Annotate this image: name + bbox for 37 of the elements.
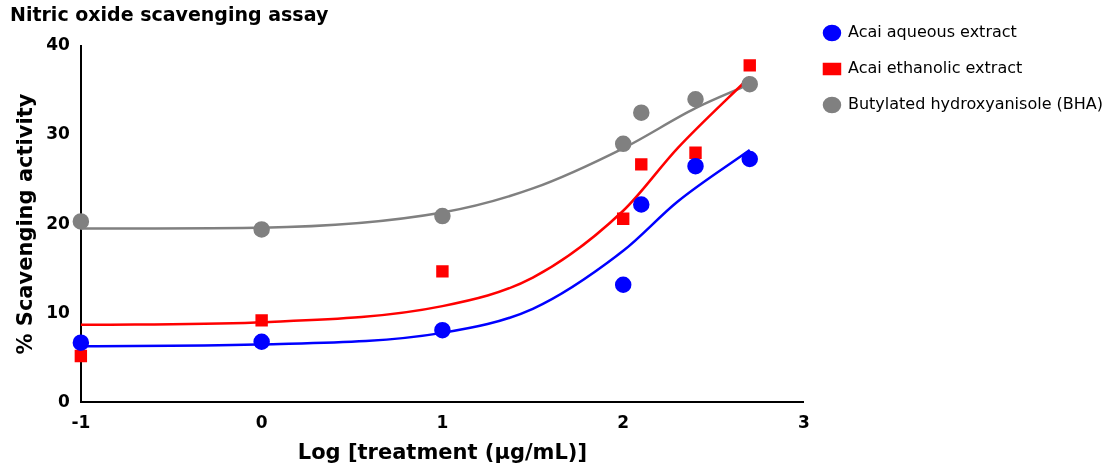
x-tick-label: 3 [798,412,810,433]
point [436,265,449,278]
x-tick-label: 1 [436,412,449,433]
point [617,212,630,225]
chart-title: Nitric oxide scavenging assay [10,3,329,26]
x-tick-label: 2 [617,412,630,433]
point [689,146,702,159]
legend-label: Acai ethanolic extract [847,58,1023,78]
point [633,104,650,121]
point [434,207,451,225]
point [253,333,270,351]
point [687,157,704,175]
point [741,75,758,93]
point [434,321,451,339]
point [635,158,648,171]
y-tick-label: 0 [58,390,71,411]
point [253,221,270,238]
point [74,349,88,363]
point [743,59,756,72]
point [633,196,650,213]
legend-label: Butylated hydroxyanisole (BHA) [847,94,1104,114]
y-axis-title: % Scavenging activity [13,93,38,355]
legend-label: Acai aqueous extract [847,22,1017,42]
y-tick-label: 30 [46,123,71,144]
point [72,334,90,351]
point [741,150,758,168]
point [687,91,704,108]
y-tick-label: 10 [46,301,71,322]
x-tick-label: -1 [71,412,91,433]
point [255,314,268,327]
point [614,276,632,293]
y-tick-label: 20 [46,212,71,233]
point [72,213,90,230]
point [614,135,632,153]
x-tick-label: 0 [255,412,268,433]
y-tick-label: 40 [46,34,71,55]
x-axis-title: Log [treatment (μg/mL)] [297,439,588,464]
